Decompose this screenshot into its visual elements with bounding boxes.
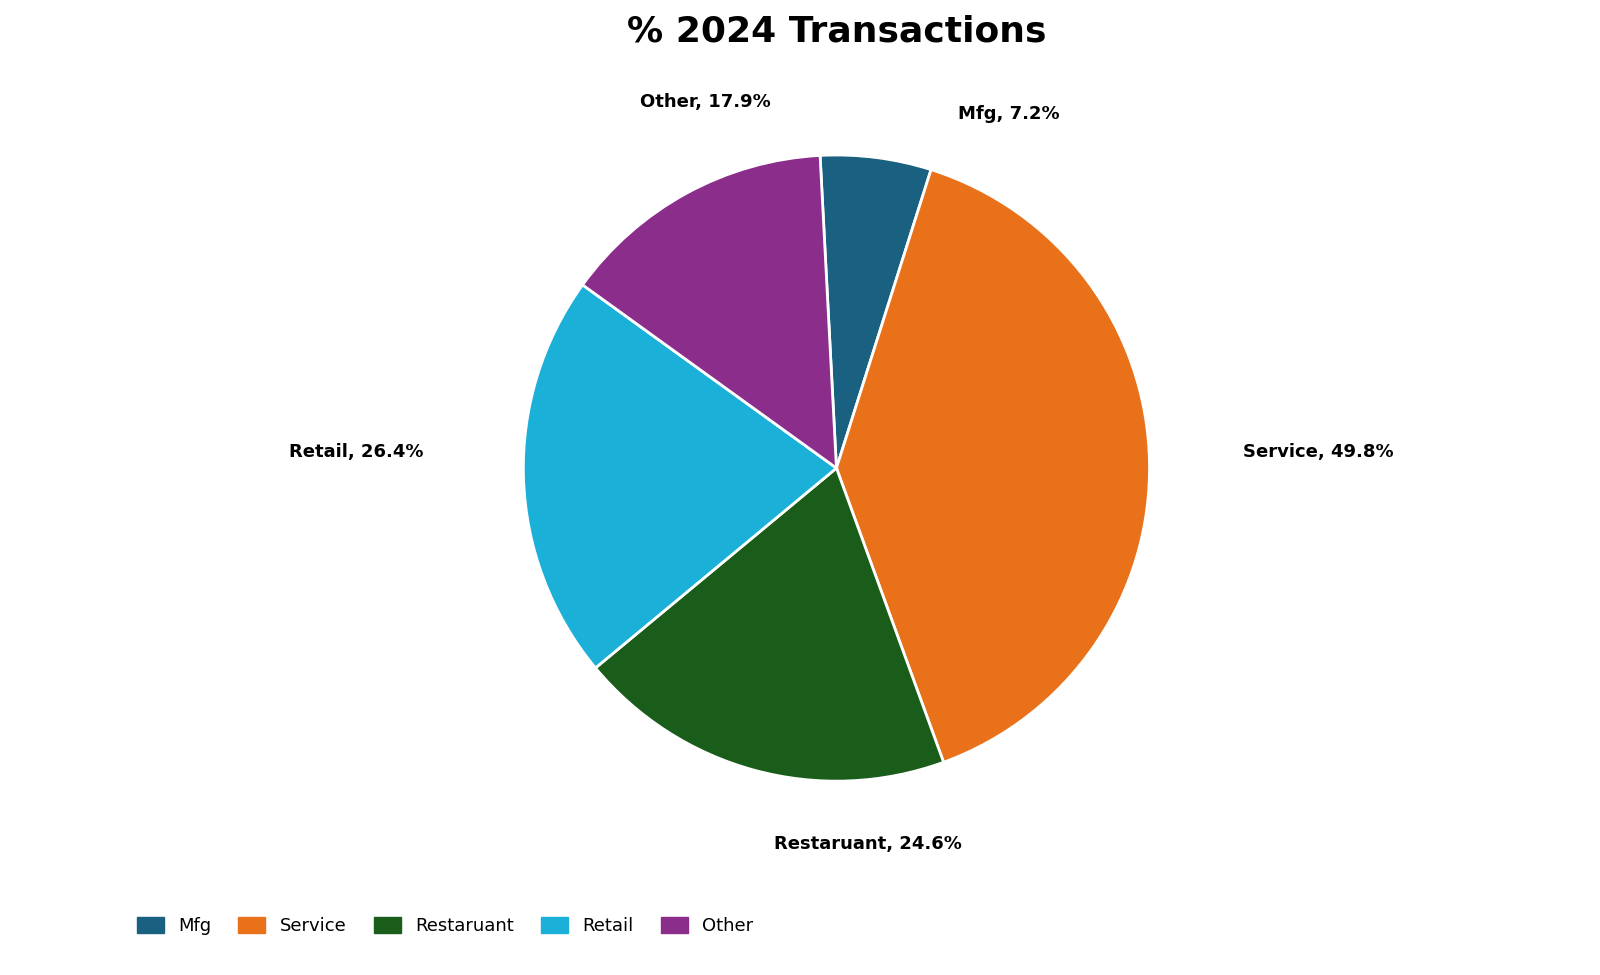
Text: Retail, 26.4%: Retail, 26.4% bbox=[288, 444, 422, 461]
Text: Mfg, 7.2%: Mfg, 7.2% bbox=[958, 105, 1059, 123]
Wedge shape bbox=[582, 155, 837, 468]
Text: Service, 49.8%: Service, 49.8% bbox=[1243, 444, 1394, 461]
Wedge shape bbox=[821, 155, 931, 468]
Text: Other, 17.9%: Other, 17.9% bbox=[640, 93, 770, 111]
Title: % 2024 Transactions: % 2024 Transactions bbox=[627, 15, 1046, 49]
Legend: Mfg, Service, Restaruant, Retail, Other: Mfg, Service, Restaruant, Retail, Other bbox=[128, 908, 763, 945]
Wedge shape bbox=[523, 285, 837, 668]
Text: Restaruant, 24.6%: Restaruant, 24.6% bbox=[774, 835, 962, 853]
Wedge shape bbox=[595, 468, 944, 781]
Wedge shape bbox=[837, 170, 1149, 762]
